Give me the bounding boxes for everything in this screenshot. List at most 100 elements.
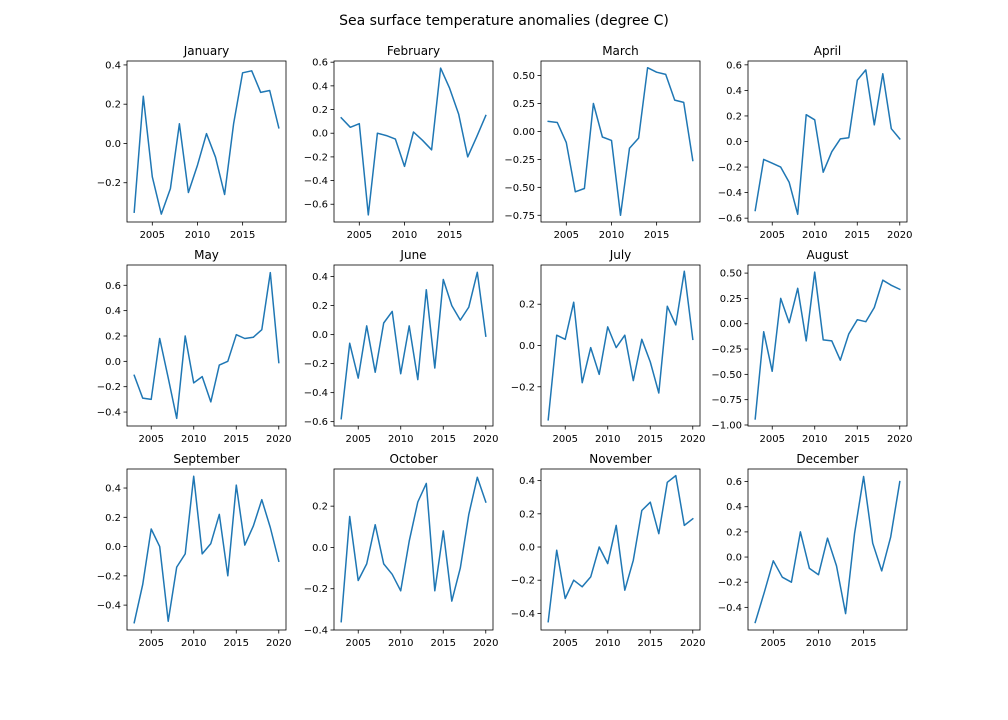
y-tick-label: 0.0: [105, 139, 121, 150]
x-tick-label: 2010: [388, 434, 413, 445]
y-tick-label: 0.4: [105, 60, 121, 71]
x-tick-label: 2010: [181, 434, 206, 445]
subplot-march: March 2005 2010 2015 −0.75 −0.50 −0.25 0.00 0.25…: [504, 44, 701, 241]
y-tick-label: 0.2: [105, 100, 121, 111]
subplot-title: May: [194, 248, 219, 262]
subplot-title: December: [796, 452, 858, 466]
axes-frame: [333, 468, 494, 631]
x-tick-label: 2015: [437, 230, 462, 241]
y-tick-label: 0.2: [105, 331, 121, 342]
figure-title: Sea surface temperature anomalies (degre…: [339, 13, 669, 29]
x-tick-label: 2010: [181, 638, 206, 649]
y-tick-label: 0.25: [513, 99, 535, 110]
y-tick-label: 0.6: [726, 60, 742, 71]
y-tick-label: 0.0: [726, 553, 742, 564]
y-tick-label: −0.4: [718, 603, 742, 614]
subplot-title: March: [602, 44, 639, 58]
y-tick-label: −0.2: [304, 359, 328, 370]
x-tick-label: 2010: [388, 638, 413, 649]
y-tick-label: −0.25: [711, 345, 742, 356]
subplot-august: August 2005 2010 2015 2020 −1.00 −0.75 −0.50 −0.…: [711, 248, 912, 445]
x-tick-label: 2005: [761, 638, 786, 649]
x-tick-label: 2015: [851, 638, 876, 649]
y-tick-label: 0.2: [312, 502, 328, 513]
y-tick-label: −1.00: [711, 420, 742, 431]
y-tick-label: −0.2: [304, 584, 328, 595]
subplot-november: November 2005 2010 2015 2020 −0.4 −0.2 0.0 0.2 0.…: [511, 452, 706, 649]
x-tick-label: 2015: [638, 638, 663, 649]
subplot-title: July: [609, 248, 632, 262]
subplot-october: October 2005 2010 2015 2020 −0.4 −0.2 0.0 0.2: [304, 452, 499, 649]
y-tick-label: 0.4: [726, 502, 742, 513]
y-tick-label: −0.6: [304, 417, 328, 428]
y-tick-label: −0.4: [511, 609, 535, 620]
x-tick-label: 2005: [760, 230, 785, 241]
x-tick-label: 2005: [139, 434, 164, 445]
axes-frame: [333, 60, 494, 223]
subplot-title: November: [589, 452, 651, 466]
subplot-title: October: [389, 452, 437, 466]
y-tick-label: 0.0: [519, 341, 535, 352]
y-tick-label: −0.2: [718, 578, 742, 589]
y-tick-label: 0.4: [312, 81, 328, 92]
x-tick-label: 2005: [346, 434, 371, 445]
y-tick-label: 0.2: [105, 513, 121, 524]
x-tick-label: 2015: [845, 230, 870, 241]
y-tick-label: −0.75: [504, 211, 535, 222]
y-tick-label: −0.2: [511, 576, 535, 587]
x-tick-label: 2005: [347, 230, 372, 241]
axes-frame: [126, 60, 287, 223]
x-tick-label: 2020: [266, 434, 291, 445]
series-line-november: [547, 474, 694, 623]
series-line-february: [340, 67, 487, 216]
x-tick-label: 2005: [553, 434, 578, 445]
subplot-january: January 2005 2010 2015 −0.2 0.0 0.2 0.4: [97, 44, 287, 241]
x-tick-label: 2005: [139, 638, 164, 649]
subplot-may: May 2005 2010 2015 2020 −0.4 −0.2 0.0 0.2 0.4 0.6: [97, 248, 292, 445]
series-line-september: [133, 475, 280, 624]
x-tick-label: 2015: [431, 638, 456, 649]
y-tick-label: 0.50: [513, 71, 535, 82]
y-tick-label: −0.4: [718, 188, 742, 199]
subplot-june: June 2005 2010 2015 2020 −0.6 −0.4 −0.2 0.0 0.2 0.…: [304, 248, 499, 445]
series-line-october: [340, 476, 487, 623]
subplot-title: September: [173, 452, 239, 466]
axes-frame: [540, 264, 701, 427]
y-tick-label: 0.4: [312, 272, 328, 283]
x-tick-label: 2010: [599, 230, 624, 241]
subplot-title: August: [807, 248, 849, 262]
axes-frame: [747, 264, 908, 427]
y-tick-label: −0.50: [504, 183, 535, 194]
x-tick-label: 2015: [644, 230, 669, 241]
y-tick-label: 0.0: [726, 137, 742, 148]
subplot-title: April: [814, 44, 841, 58]
axes-frame: [126, 264, 287, 427]
x-tick-label: 2010: [392, 230, 417, 241]
x-tick-label: 2015: [845, 434, 870, 445]
x-tick-label: 2010: [185, 230, 210, 241]
y-tick-label: 0.2: [312, 301, 328, 312]
y-tick-label: 0.4: [105, 306, 121, 317]
y-tick-label: −0.6: [304, 200, 328, 211]
y-tick-label: 0.0: [105, 357, 121, 368]
y-tick-label: −0.4: [97, 408, 121, 419]
x-tick-label: 2010: [802, 230, 827, 241]
y-tick-label: −0.4: [97, 601, 121, 612]
axes-frame: [747, 60, 908, 223]
y-tick-label: 0.0: [519, 543, 535, 554]
x-tick-label: 2005: [346, 638, 371, 649]
y-tick-label: 0.2: [726, 527, 742, 538]
series-line-january: [133, 70, 280, 215]
y-tick-label: 0.4: [105, 484, 121, 495]
y-tick-label: −0.50: [711, 370, 742, 381]
subplot-title: June: [399, 248, 426, 262]
y-tick-label: −0.4: [304, 626, 328, 637]
x-tick-label: 2020: [266, 638, 291, 649]
axes-frame: [540, 468, 701, 631]
x-tick-label: 2015: [431, 434, 456, 445]
y-tick-label: 0.6: [105, 281, 121, 292]
axes-frame: [333, 264, 494, 427]
x-tick-label: 2005: [553, 638, 578, 649]
y-tick-label: 0.00: [513, 127, 535, 138]
